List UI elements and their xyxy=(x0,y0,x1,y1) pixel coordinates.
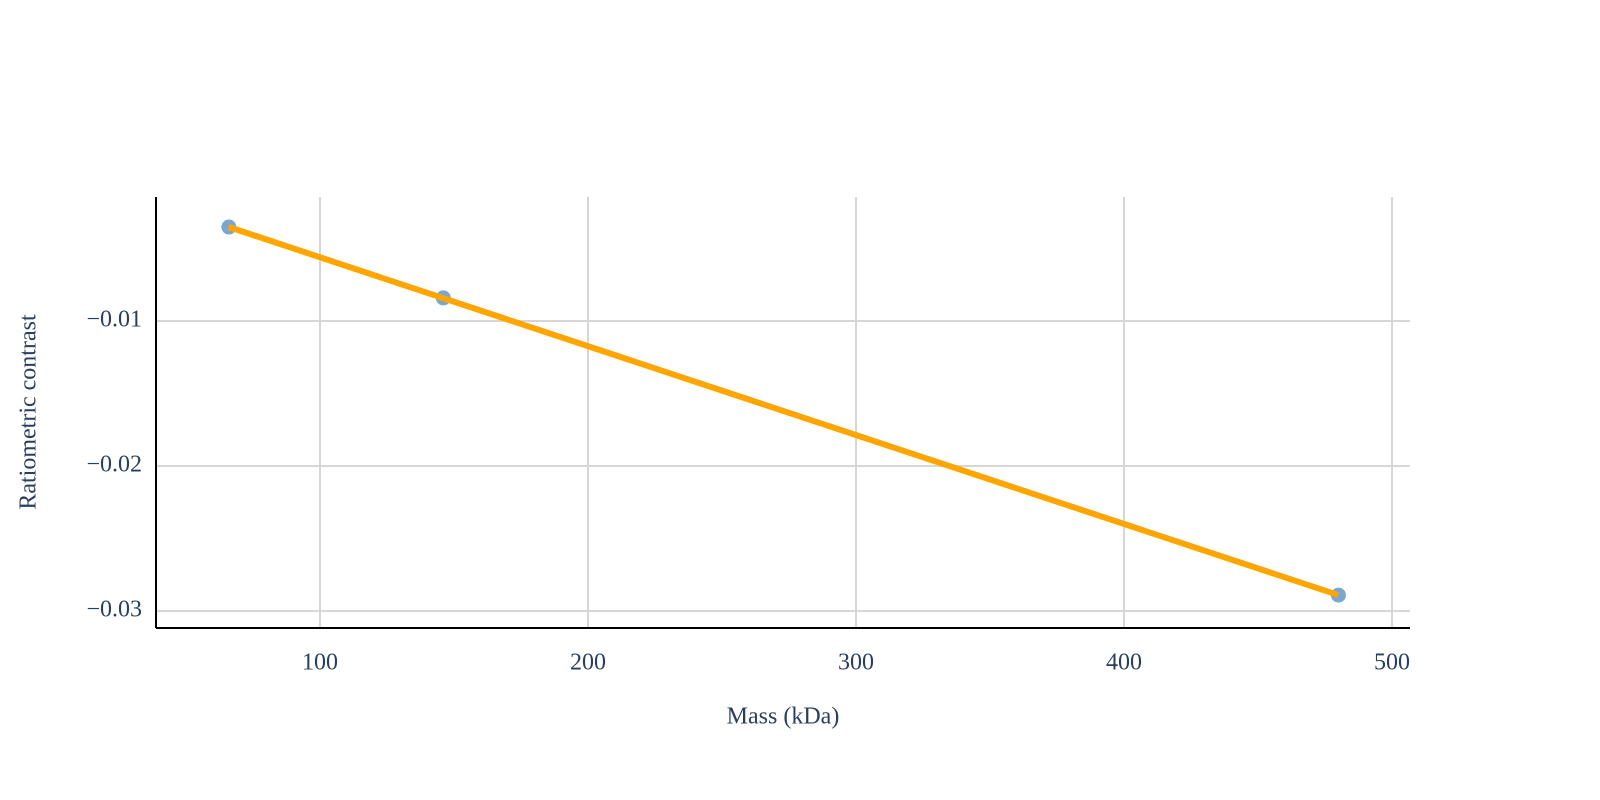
x-tick-label: 500 xyxy=(1374,650,1410,676)
y-tick-label: −0.03 xyxy=(86,597,142,623)
x-axis-title: Mass (kDa) xyxy=(727,704,840,730)
x-tick-label: 200 xyxy=(570,650,606,676)
x-tick-label: 400 xyxy=(1106,650,1142,676)
fit-line xyxy=(227,224,1340,598)
y-axis-title: Ratiometric contrast xyxy=(16,314,42,510)
x-tick-label: 300 xyxy=(838,650,874,676)
y-tick-label: −0.02 xyxy=(86,452,142,478)
y-tick-label: −0.01 xyxy=(86,306,142,332)
x-tick-label: 100 xyxy=(302,650,338,676)
